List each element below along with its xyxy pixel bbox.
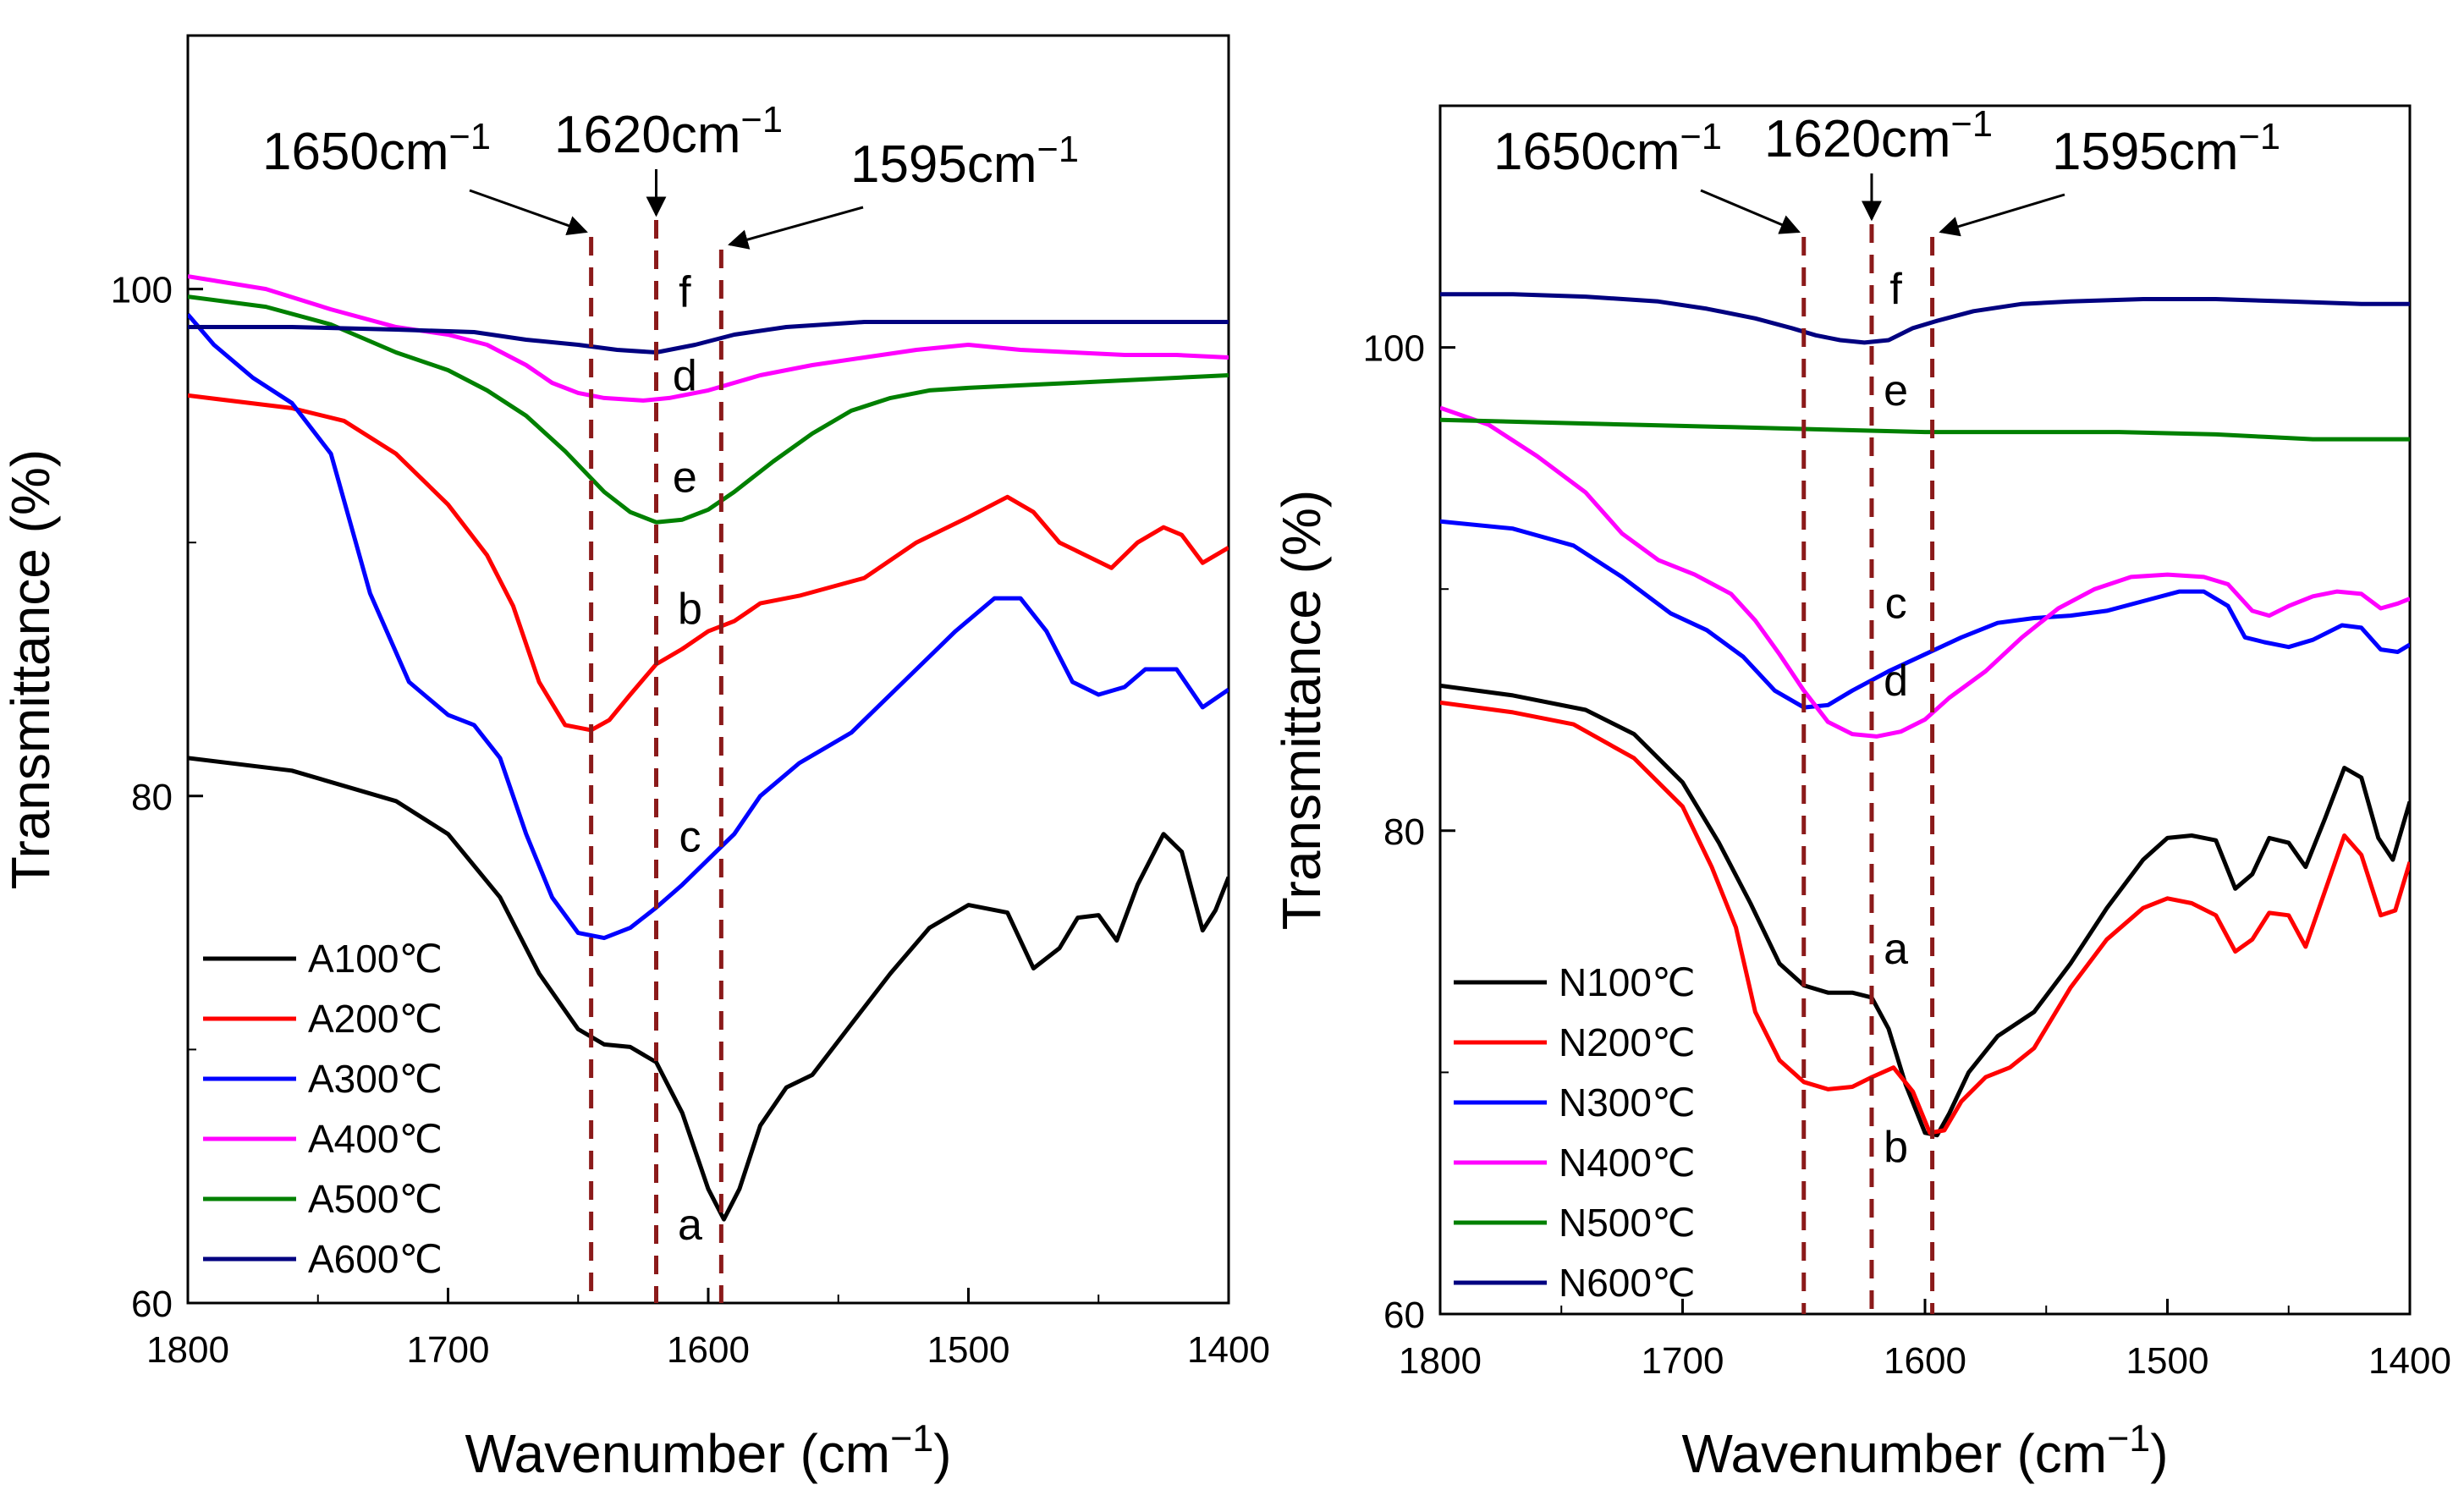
chart-panel-N: 1800 1700 1600 1500 1400 60 80 100 Wavenumber (c… (1271, 104, 2451, 1484)
peak-annotation-label: 1595cm−1 (850, 129, 1079, 194)
x-tick-label: 1500 (2126, 1340, 2209, 1382)
legend-label: A500℃ (308, 1177, 443, 1221)
y-axis-title: Transmittance (%) (0, 449, 61, 889)
series-line-N200℃ (1440, 700, 2410, 1135)
annotation-arrow (728, 206, 864, 250)
curve-tag: f (679, 268, 691, 317)
x-tick-label: 1800 (146, 1329, 229, 1371)
peak-annotation-label: 1620cm−1 (554, 100, 783, 164)
series-line-N300℃ (1440, 519, 2410, 710)
series-line-A600℃ (188, 320, 1229, 355)
curve-tag: d (673, 351, 697, 400)
legend-label: N400℃ (1559, 1141, 1696, 1185)
series-line-N600℃ (1440, 292, 2410, 345)
legend-label: N200℃ (1559, 1020, 1696, 1064)
legend-label: A100℃ (308, 937, 443, 981)
x-tick-label: 1400 (1187, 1329, 1270, 1371)
curve-tag: f (1889, 265, 1902, 314)
series-line-N100℃ (1440, 683, 2410, 1138)
x-tick-label: 1500 (927, 1329, 1010, 1371)
legend-label: N500℃ (1559, 1201, 1696, 1245)
curve-tag: b (678, 585, 702, 634)
peak-annotation-label: 1620cm−1 (1764, 104, 1993, 168)
curve-tag: e (673, 453, 697, 502)
legend-label: N100℃ (1559, 960, 1696, 1004)
x-tick-label: 1700 (407, 1329, 490, 1371)
curve-tag: d (1884, 657, 1908, 706)
legend-label: N300℃ (1559, 1080, 1696, 1124)
y-tick-label: 80 (131, 777, 173, 818)
y-tick-label: 100 (111, 270, 173, 311)
chart-panel-A: 1800 1700 1600 1500 1400 60 80 100 Wavenumber (c… (0, 34, 1270, 1484)
curve-tag: b (1884, 1123, 1908, 1172)
peak-annotation-label: 1595cm−1 (2052, 117, 2280, 181)
series-line-N500℃ (1440, 417, 2410, 442)
y-tick-label: 100 (1363, 328, 1425, 370)
plot-frame (186, 34, 1230, 1305)
series-line-A200℃ (188, 393, 1229, 733)
annotation-arrow (469, 189, 588, 236)
curve-tag: a (1884, 925, 1908, 974)
legend-label: A400℃ (308, 1117, 443, 1161)
legend-label: A300℃ (308, 1057, 443, 1101)
curve-tag: c (679, 813, 701, 862)
y-tick-label: 80 (1383, 811, 1425, 853)
x-tick-label: 1800 (1399, 1340, 1482, 1382)
x-axis-title: Wavenumber (cm−1) (1681, 1417, 2168, 1484)
x-tick-label: 1600 (667, 1329, 750, 1371)
curve-tag: a (678, 1201, 702, 1250)
y-tick-label: 60 (1383, 1295, 1425, 1336)
x-tick-label: 1600 (1884, 1340, 1966, 1382)
y-tick-label: 60 (131, 1284, 173, 1325)
series-line-A500℃ (188, 294, 1229, 525)
x-axis-title: Wavenumber (cm−1) (465, 1417, 951, 1484)
y-axis-title: Transmittance (%) (1271, 490, 1332, 930)
series-line-N400℃ (1440, 405, 2410, 739)
legend-label: A600℃ (308, 1237, 443, 1281)
curve-tag: c (1885, 579, 1907, 628)
series-line-A300℃ (188, 312, 1229, 941)
series-line-A100℃ (188, 756, 1229, 1222)
peak-annotation-label: 1650cm−1 (262, 117, 491, 181)
peak-annotation-label: 1650cm−1 (1493, 117, 1722, 181)
annotation-arrow (1939, 193, 2065, 237)
curve-tag: e (1884, 366, 1908, 415)
x-tick-label: 1700 (1642, 1340, 1724, 1382)
legend-label: N600℃ (1559, 1261, 1696, 1305)
legend-label: A200℃ (308, 997, 443, 1041)
x-tick-label: 1400 (2368, 1340, 2451, 1382)
annotation-arrow (1700, 189, 1801, 234)
